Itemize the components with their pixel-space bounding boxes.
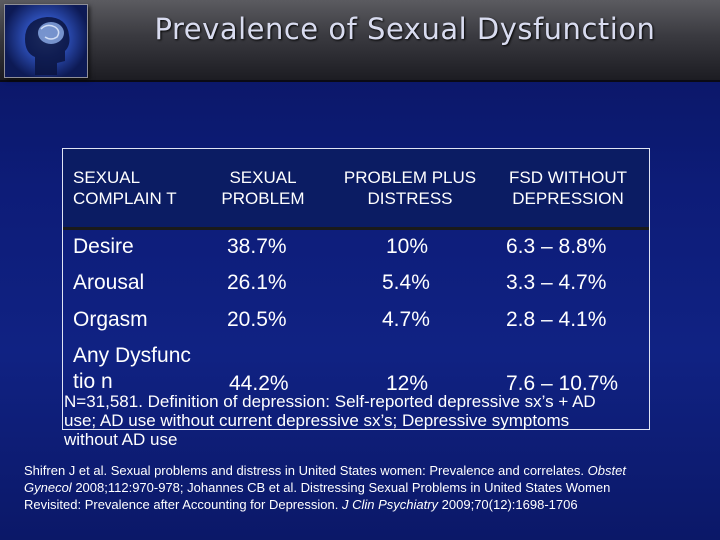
cell-desire-sexual-problem: 38.7% — [227, 235, 287, 258]
cell-orgasm-sexual-problem: 20.5% — [227, 308, 287, 331]
column-header-sexual-problem: SEXUAL PROBLEM — [221, 168, 305, 208]
cell-arousal-problem-plus-distress: 5.4% — [382, 271, 430, 294]
cell-arousal-fsd-without-depression: 3.3 – 4.7% — [506, 271, 607, 294]
citation-journal-2: J Clin Psychiatry — [341, 497, 439, 512]
table-header-row: SEXUAL COMPLAIN T SEXUAL PROBLEM PROBLEM… — [63, 149, 649, 227]
row-label-any-dysfunction: Any Dysfunctio n — [73, 344, 191, 393]
cell-orgasm-fsd-without-depression: 2.8 – 4.1% — [506, 308, 607, 331]
citation-part-2: 2008;112:970-978; Johannes CB et al. Dis… — [24, 480, 611, 512]
cell-desire-problem-plus-distress: 10% — [386, 235, 429, 258]
citation-journal-1: Obstet Gynecol — [24, 463, 626, 495]
head-silhouette-logo — [4, 4, 88, 78]
cell-arousal-sexual-problem: 26.1% — [227, 271, 287, 294]
citation-part-1: Shifren J et al. Sexual problems and dis… — [24, 463, 585, 478]
cell-orgasm-problem-plus-distress: 4.7% — [382, 308, 430, 331]
header-divider — [63, 227, 649, 230]
prevalence-table: SEXUAL COMPLAIN T SEXUAL PROBLEM PROBLEM… — [62, 148, 650, 430]
row-label-orgasm: Orgasm — [73, 308, 148, 331]
page-title: Prevalence of Sexual Dysfunction — [154, 12, 656, 46]
column-header-fsd-without-depression: FSD WITHOUT DEPRESSION — [508, 168, 628, 208]
row-label-arousal: Arousal — [73, 271, 145, 294]
citation: Shifren J et al. Sexual problems and dis… — [24, 462, 644, 513]
column-header-problem-plus-distress: PROBLEM PLUS DISTRESS — [343, 168, 477, 208]
cell-any-fsd-without-depression: 7.6 – 10.7% — [506, 372, 619, 395]
brain-head-icon — [25, 17, 70, 75]
column-header-complaint: SEXUAL COMPLAIN T — [73, 168, 177, 208]
cell-any-sexual-problem: 44.2% — [229, 372, 289, 395]
title-bar: Prevalence of Sexual Dysfunction — [0, 0, 720, 82]
footnote-definition: N=31,581. Definition of depression: Self… — [64, 392, 596, 449]
citation-part-3: 2009;70(12):1698-1706 — [441, 497, 578, 512]
cell-desire-fsd-without-depression: 6.3 – 8.8% — [506, 235, 607, 258]
cell-any-problem-plus-distress: 12% — [386, 372, 429, 395]
row-label-desire: Desire — [73, 235, 134, 258]
